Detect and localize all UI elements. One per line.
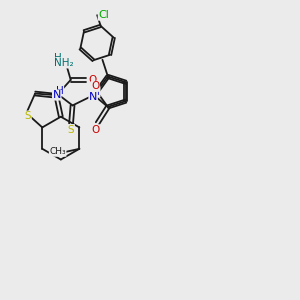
Text: O: O [88,75,96,85]
Text: S: S [68,124,74,135]
Text: N: N [52,90,61,100]
Text: O: O [92,125,100,135]
Text: O: O [91,81,99,91]
Text: H: H [54,53,62,63]
Text: Cl: Cl [98,10,109,20]
Text: NH₂: NH₂ [54,58,74,68]
Text: H: H [56,85,64,96]
Text: H: H [92,87,100,97]
Text: N: N [89,92,97,101]
Text: S: S [25,111,31,121]
Text: CH₃: CH₃ [50,147,66,156]
